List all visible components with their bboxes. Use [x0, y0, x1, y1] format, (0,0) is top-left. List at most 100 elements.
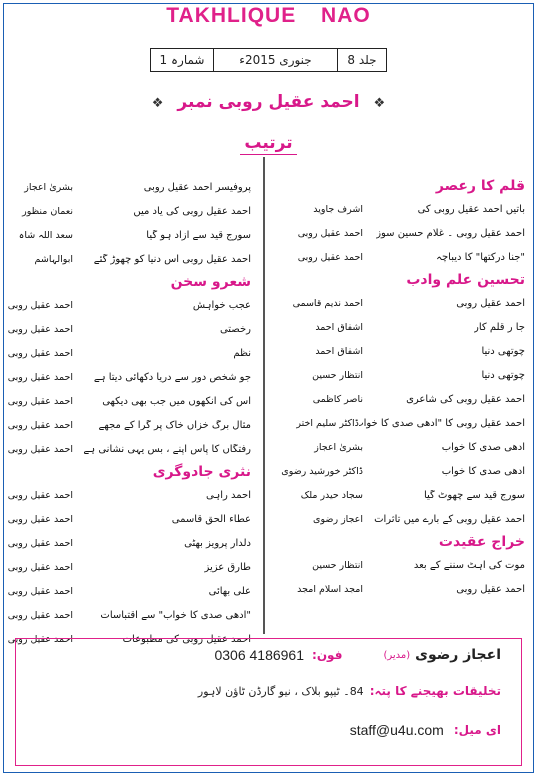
- entry-title: احمد راہی: [206, 489, 251, 501]
- toc-heading: ترتیب: [0, 133, 537, 155]
- toc-entry: سورج قید سے آزاد ہو گیا سعد اللہ شاہ: [11, 223, 251, 247]
- toc-entry: پروفیسر احمد عقیل روبی بشریٰ اعجاز: [11, 175, 251, 199]
- issue-date: جنوری 2015ء: [213, 49, 337, 71]
- entry-author: احمد عقیل روبی: [7, 633, 73, 645]
- entry-author: اشرف جاوید: [313, 203, 363, 215]
- entry-title: سورج قید سے آزاد ہو گیا: [146, 229, 251, 241]
- toc-entry: باتیں احمد عقیل روبی کی اشرف جاوید: [285, 197, 525, 221]
- entry-title: پروفیسر احمد عقیل روبی: [143, 181, 251, 193]
- toc-heading-text: ترتیب: [240, 133, 297, 155]
- entry-author: احمد عقیل روبی: [7, 371, 73, 383]
- entry-author: احمد عقیل روبی: [7, 443, 73, 455]
- entry-author: احمد عقیل روبی: [7, 347, 73, 359]
- toc-entry: اس کی آنکھوں میں جب بھی دیکھی احمد عقیل ر…: [8, 389, 251, 413]
- entry-author: اشفاق احمد: [315, 345, 363, 357]
- toc-entry: آدھی صدی کا خواب بشریٰ اعجاز: [285, 435, 525, 459]
- entry-title: احمد عقیل روبی اس دنیا کو چھوڑ گئے: [93, 253, 251, 265]
- entry-title: سورج قید سے چھوٹ گیا: [423, 489, 525, 501]
- ornament-icon: ❖: [373, 96, 386, 111]
- toc-entry: احمد عقیل روبی کا "آدھی صدی کا خواب" ڈاکٹ…: [285, 411, 525, 435]
- entry-author: احمد عقیل روبی: [7, 323, 73, 335]
- special-issue-title: ❖ احمد عقیل روبی نمبر ❖: [0, 92, 537, 112]
- address-line: تخلیقات بھیجنے کا پتہ: 84۔ ٹیپو بلاک ، ن…: [198, 684, 501, 698]
- section-heading: خراج عقیدت: [438, 534, 525, 550]
- toc-entry: احمد عقیل روبی اس دنیا کو چھوڑ گئے ابوالہ…: [11, 247, 251, 271]
- entry-title: رفتگاں کا پاس اپنے ، بس یہی نشانی ہے: [83, 443, 251, 455]
- entry-author: ڈاکٹر سلیم اختر: [296, 417, 359, 429]
- entry-author: احمد عقیل روبی: [7, 585, 73, 597]
- entry-title: آدھی صدی کا خواب: [441, 465, 525, 477]
- email-label: ای میل:: [453, 723, 501, 737]
- toc-entry: احمد عقیل روبی کی شاعری ناصر کاظمی: [285, 387, 525, 411]
- entry-author: احمد عقیل روبی: [7, 537, 73, 549]
- toc-entry: سورج قید سے چھوٹ گیا سجاد حیدر ملک: [285, 483, 525, 507]
- toc-entry: دلدار پرویز بھٹی احمد عقیل روبی: [7, 531, 251, 555]
- email-line: ای میل: staff@u4u.com: [350, 722, 501, 738]
- toc-left-column: پروفیسر احمد عقیل روبی بشریٰ اعجاز احمد عق…: [7, 175, 251, 651]
- email-address[interactable]: staff@u4u.com: [349, 722, 444, 738]
- entry-title: طارق عزیز: [204, 561, 251, 573]
- entry-author: بشریٰ اعجاز: [24, 181, 73, 193]
- toc-entry: احمد عقیل روبی احمد ندیم قاسمی: [285, 291, 525, 315]
- toc-entry: رفتگاں کا پاس اپنے ، بس یہی نشانی ہے احمد…: [7, 437, 251, 461]
- entry-author: سعد اللہ شاہ: [18, 229, 73, 241]
- entry-title: دلدار پرویز بھٹی: [184, 537, 251, 549]
- editor-role: (مدیر): [383, 649, 411, 661]
- entry-author: احمد عقیل روبی: [7, 609, 73, 621]
- phone-number[interactable]: 0306 4186961: [214, 647, 305, 663]
- entry-author: ابوالہاشم: [34, 253, 73, 265]
- entry-author: امجد اسلام امجد: [297, 583, 363, 595]
- toc-entry: جو شخص دور سے دریا دکھائی دیتا ہے احمد عق…: [7, 365, 251, 389]
- entry-title: مثال برگ خزاں خاک پر گرا کے مجھے: [98, 419, 251, 431]
- toc-entry: جا ر قلم کار اشفاق احمد: [285, 315, 525, 339]
- entry-title: "جنا درکتھا" کا دیباچہ: [436, 251, 525, 263]
- toc-entry: عجب خواہش احمد عقیل روبی: [8, 293, 251, 317]
- entry-title: احمد عقیل روبی ۔ غلام حسین سوز: [376, 227, 525, 239]
- entry-title: علی بھائی: [208, 585, 251, 597]
- contact-footer: اعجاز رضوی (مدیر) فون: 0306 4186961 تخلی…: [15, 638, 522, 766]
- issue-info-box: جلد 8 جنوری 2015ء شمارہ 1: [150, 48, 387, 72]
- toc-entry: احمد عقیل روبی ۔ غلام حسین سوز احمد عقیل …: [285, 221, 525, 245]
- entry-author: ناصر کاظمی: [312, 393, 363, 405]
- entry-author: احمد عقیل روبی: [7, 513, 73, 525]
- entry-author: اشفاق احمد: [315, 321, 363, 333]
- entry-title: "آدھی صدی کا خواب" سے اقتباسات: [100, 609, 251, 621]
- entry-title: احمد عقیل روبی کی مطبوعات: [122, 633, 251, 645]
- entry-title: احمد عقیل روبی کی شاعری: [406, 393, 525, 405]
- entry-author: انتظار حسین: [312, 559, 363, 571]
- section-heading: قلم کا رعصر: [435, 178, 525, 194]
- entry-title: رخصتی: [219, 323, 251, 335]
- entry-author: انتظار حسین: [312, 369, 363, 381]
- entry-title: آدھی صدی کا خواب: [441, 441, 525, 453]
- toc-entry: عطاء الحق قاسمی احمد عقیل روبی: [7, 507, 251, 531]
- entry-author: احمد عقیل روبی: [7, 419, 73, 431]
- toc-entry: چوتھی دنیا اشفاق احمد: [285, 339, 525, 363]
- entry-title: عجب خواہش: [192, 299, 251, 311]
- toc-entry: علی بھائی احمد عقیل روبی: [7, 579, 251, 603]
- entry-author: احمد عقیل روبی: [297, 251, 363, 263]
- toc-entry: "آدھی صدی کا خواب" سے اقتباسات احمد عقیل …: [7, 603, 251, 627]
- toc-entry: احمد عقیل روبی کی یاد میں نعمان منظور: [11, 199, 251, 223]
- entry-title: چوتھی دنیا: [481, 369, 525, 381]
- toc-entry: احمد راہی احمد عقیل روبی: [7, 483, 251, 507]
- entry-title: احمد عقیل روبی کی یاد میں: [133, 205, 251, 217]
- entry-title: چوتھی دنیا: [481, 345, 525, 357]
- entry-author: احمد عقیل روبی: [7, 489, 73, 501]
- entry-author: بشریٰ اعجاز: [314, 441, 363, 453]
- entry-title: جا ر قلم کار: [474, 321, 525, 333]
- ornament-icon: ❖: [151, 96, 164, 111]
- address-label: تخلیقات بھیجنے کا پتہ:: [369, 684, 501, 698]
- special-issue-text: احمد عقیل روبی نمبر: [177, 92, 360, 112]
- entry-author: احمد عقیل روبی: [7, 561, 73, 573]
- toc-entry: رخصتی احمد عقیل روبی: [7, 317, 251, 341]
- section-heading: نثری جادوگری: [152, 464, 251, 480]
- editor-line: اعجاز رضوی (مدیر) فون: 0306 4186961: [214, 647, 501, 663]
- entry-title: احمد عقیل روبی کے بارے میں تاثرات: [374, 513, 525, 525]
- toc-entry: موت کی آہٹ سننے کے بعد انتظار حسین: [285, 553, 525, 577]
- issue-number: شمارہ 1: [159, 53, 205, 67]
- page-border: [3, 3, 534, 773]
- section-heading: تحسین علم وادب: [406, 272, 525, 288]
- toc-entry: مثال برگ خزاں خاک پر گرا کے مجھے احمد عقی…: [7, 413, 251, 437]
- column-divider: [263, 157, 265, 634]
- phone-label: فون:: [312, 648, 343, 662]
